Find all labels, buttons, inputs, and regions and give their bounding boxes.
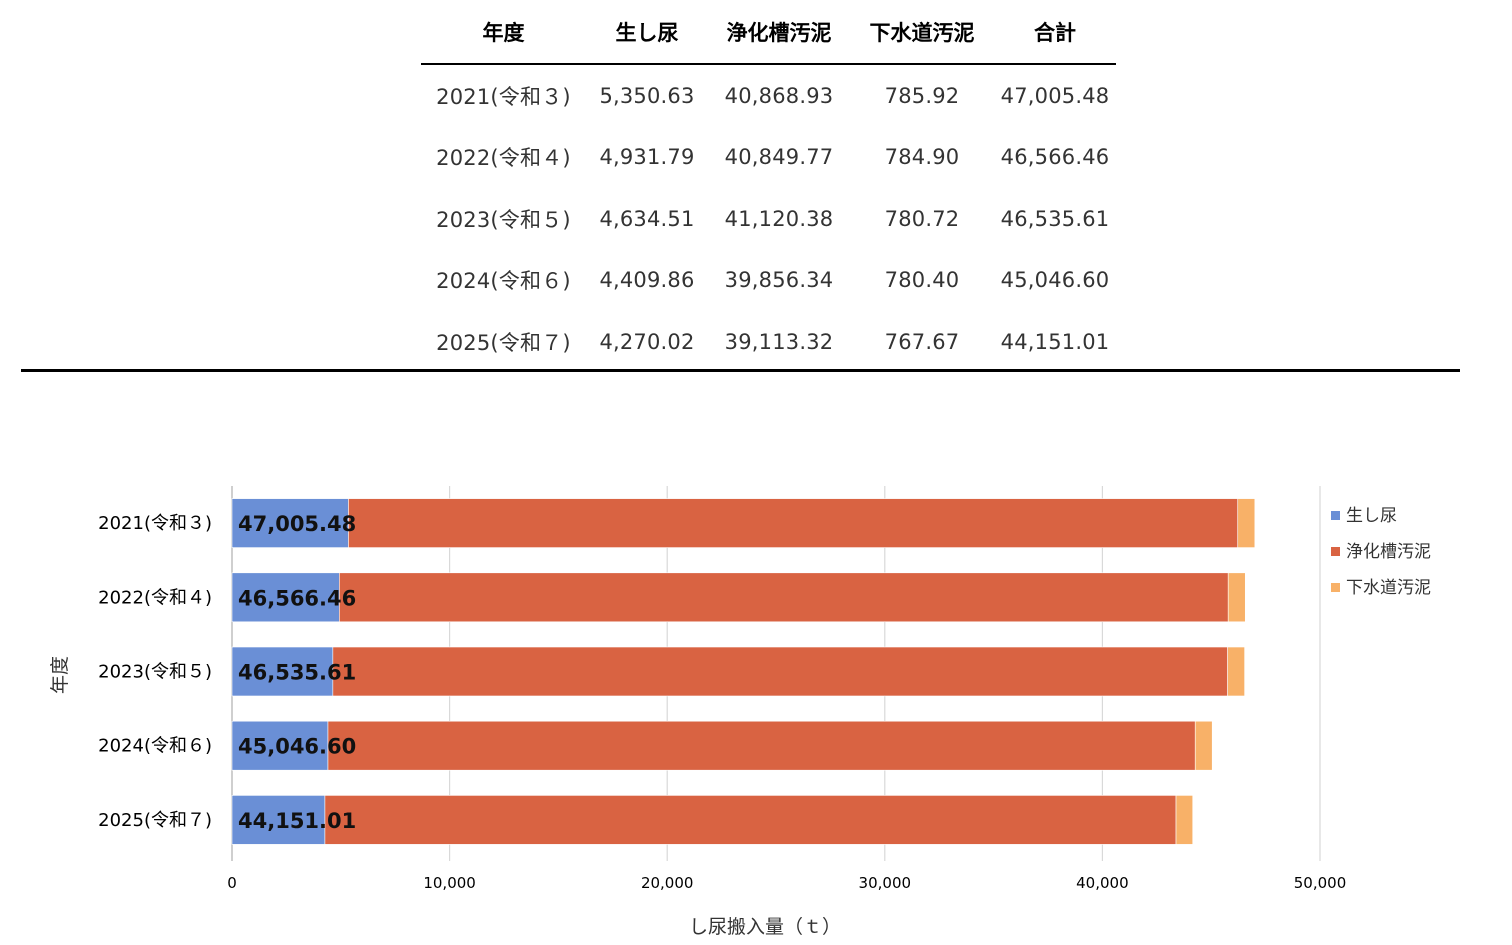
x-tick-label: 50,000 xyxy=(1294,874,1347,892)
legend-swatch xyxy=(1331,547,1340,556)
bar-segment-septic-sludge xyxy=(348,498,1239,548)
bar-segment-septic-sludge xyxy=(332,646,1228,697)
data-table: 年度 生し尿 浄化槽汚泥 下水道汚泥 合計 2021(令和３) 5,350.63… xyxy=(421,0,1116,373)
category-label: 2025(令和７) xyxy=(98,810,212,831)
bars xyxy=(231,498,1256,845)
table-cell: 46,566.46 xyxy=(1000,145,1110,170)
table-cell: 2023(令和５) xyxy=(436,207,571,232)
data-label: 46,535.61 xyxy=(238,661,356,685)
table-row: 2023(令和５) 4,634.51 41,120.38 780.72 46,5… xyxy=(421,188,1116,250)
bar-segment-raw-night-soil xyxy=(231,498,349,548)
data-label: 44,151.01 xyxy=(238,809,356,833)
table-cell: 40,849.77 xyxy=(724,145,834,170)
table-row: 2025(令和７) 4,270.02 39,113.32 767.67 44,1… xyxy=(421,311,1116,373)
table-cell: 2025(令和７) xyxy=(436,330,571,355)
data-label: 46,566.46 xyxy=(238,586,356,610)
legend-swatch xyxy=(1331,583,1340,592)
table-cell: 784.90 xyxy=(884,145,960,170)
bar-segment-septic-sludge xyxy=(327,720,1196,771)
header-year: 年度 xyxy=(421,0,586,65)
bar-segment-sewer-sludge xyxy=(1237,498,1256,548)
legend-label: 生し尿 xyxy=(1346,506,1397,526)
legend-label: 浄化槽汚泥 xyxy=(1346,542,1431,562)
stacked-bar-chart: 47,005.48 46,566.46 46,535.61 45,046.60 44,1… xyxy=(49,486,1431,938)
table-cell: 785.92 xyxy=(884,83,960,108)
y-axis-title: 年度 xyxy=(49,656,71,694)
header-total: 合計 xyxy=(994,0,1116,65)
data-label: 45,046.60 xyxy=(238,735,356,759)
table-cell: 780.72 xyxy=(884,206,960,231)
x-tick-labels: 0 10,000 20,000 30,000 40,000 50,000 xyxy=(227,874,1346,892)
table-cell: 767.67 xyxy=(884,329,960,354)
category-label: 2023(令和５) xyxy=(98,662,212,683)
bar-segment-raw-night-soil xyxy=(231,795,326,845)
table-cell: 2021(令和３) xyxy=(436,84,571,109)
bar-segment-sewer-sludge xyxy=(1175,795,1194,845)
table-cell: 2024(令和６) xyxy=(436,269,571,294)
x-tick-label: 0 xyxy=(227,874,237,892)
table-row: 2021(令和３) 5,350.63 40,868.93 785.92 47,0… xyxy=(421,64,1116,127)
table-cell: 41,120.38 xyxy=(724,206,834,231)
category-label: 2021(令和３) xyxy=(98,513,212,534)
bar-segment-raw-night-soil xyxy=(231,720,329,771)
category-label: 2024(令和６) xyxy=(98,736,212,757)
category-labels: 2021(令和３) 2022(令和４) 2023(令和５) 2024(令和６) 2025… xyxy=(98,513,212,831)
bar-segment-raw-night-soil xyxy=(231,646,334,697)
table-cell: 39,856.34 xyxy=(724,268,834,293)
x-tick-label: 30,000 xyxy=(859,874,912,892)
category-label: 2022(令和４) xyxy=(98,587,212,608)
header-septic-sludge: 浄化槽汚泥 xyxy=(708,0,850,65)
bar-segment-septic-sludge xyxy=(339,572,1229,623)
bar-segment-sewer-sludge xyxy=(1194,720,1213,771)
table-header-row: 年度 生し尿 浄化槽汚泥 下水道汚泥 合計 xyxy=(421,0,1116,65)
header-sewer-sludge: 下水道汚泥 xyxy=(850,0,994,65)
section-divider xyxy=(21,369,1460,372)
table-cell: 39,113.32 xyxy=(724,329,834,354)
legend-swatch xyxy=(1331,511,1340,520)
x-axis-title: し尿搬入量（ｔ） xyxy=(689,916,841,938)
header-raw-night-soil: 生し尿 xyxy=(586,0,708,65)
table-cell: 4,931.79 xyxy=(599,145,695,170)
table-cell: 4,634.51 xyxy=(599,206,695,231)
table-cell: 47,005.48 xyxy=(1000,83,1110,108)
x-tick-label: 40,000 xyxy=(1076,874,1129,892)
table-cell: 46,535.61 xyxy=(1000,206,1110,231)
table-cell: 4,409.86 xyxy=(599,268,695,293)
table-cell: 40,868.93 xyxy=(724,83,834,108)
table-row: 2024(令和６) 4,409.86 39,856.34 780.40 45,0… xyxy=(421,250,1116,312)
table-cell: 44,151.01 xyxy=(1000,329,1110,354)
x-tick-label: 10,000 xyxy=(423,874,476,892)
bar-segment-septic-sludge xyxy=(324,795,1177,845)
table-cell: 780.40 xyxy=(884,268,960,293)
data-label: 47,005.48 xyxy=(238,512,356,536)
table-cell: 5,350.63 xyxy=(599,83,695,108)
bar-segment-sewer-sludge xyxy=(1227,572,1246,623)
data-labels: 47,005.48 46,566.46 46,535.61 45,046.60 44,1… xyxy=(238,512,356,833)
table-row: 2022(令和４) 4,931.79 40,849.77 784.90 46,5… xyxy=(421,127,1116,189)
data-table-container: 年度 生し尿 浄化槽汚泥 下水道汚泥 合計 2021(令和３) 5,350.63… xyxy=(421,0,1116,373)
table-cell: 45,046.60 xyxy=(1000,268,1110,293)
legend-label: 下水道汚泥 xyxy=(1346,578,1431,598)
bar-segment-sewer-sludge xyxy=(1227,646,1245,697)
x-tick-label: 20,000 xyxy=(641,874,694,892)
table-cell: 2022(令和４) xyxy=(436,146,571,171)
table-cell: 4,270.02 xyxy=(599,329,695,354)
